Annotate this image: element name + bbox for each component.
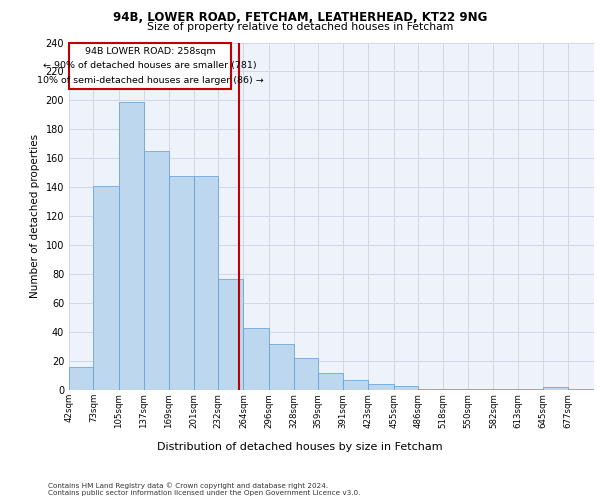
Bar — [143, 151, 169, 390]
Text: Size of property relative to detached houses in Fetcham: Size of property relative to detached ho… — [147, 22, 453, 32]
Bar — [368, 384, 394, 390]
Bar — [119, 102, 143, 390]
Bar — [194, 176, 218, 390]
Bar — [493, 388, 518, 390]
Bar — [343, 380, 368, 390]
Bar — [269, 344, 294, 390]
Bar — [468, 388, 493, 390]
Bar — [94, 186, 119, 390]
Y-axis label: Number of detached properties: Number of detached properties — [30, 134, 40, 298]
Text: Distribution of detached houses by size in Fetcham: Distribution of detached houses by size … — [157, 442, 443, 452]
Text: 10% of semi-detached houses are larger (86) →: 10% of semi-detached houses are larger (… — [37, 76, 263, 85]
Text: Contains public sector information licensed under the Open Government Licence v3: Contains public sector information licen… — [48, 490, 361, 496]
Bar — [318, 372, 343, 390]
Bar — [568, 388, 594, 390]
Bar — [518, 388, 543, 390]
Bar — [543, 387, 568, 390]
Text: 94B LOWER ROAD: 258sqm: 94B LOWER ROAD: 258sqm — [85, 47, 215, 56]
Bar — [294, 358, 318, 390]
FancyBboxPatch shape — [69, 42, 231, 89]
Text: ← 90% of detached houses are smaller (781): ← 90% of detached houses are smaller (78… — [43, 62, 257, 70]
Bar — [394, 386, 418, 390]
Bar — [418, 388, 443, 390]
Text: Contains HM Land Registry data © Crown copyright and database right 2024.: Contains HM Land Registry data © Crown c… — [48, 482, 328, 489]
Text: 94B, LOWER ROAD, FETCHAM, LEATHERHEAD, KT22 9NG: 94B, LOWER ROAD, FETCHAM, LEATHERHEAD, K… — [113, 11, 487, 24]
Bar — [218, 278, 244, 390]
Bar — [443, 388, 468, 390]
Bar — [169, 176, 194, 390]
Bar — [244, 328, 269, 390]
Bar — [69, 367, 94, 390]
